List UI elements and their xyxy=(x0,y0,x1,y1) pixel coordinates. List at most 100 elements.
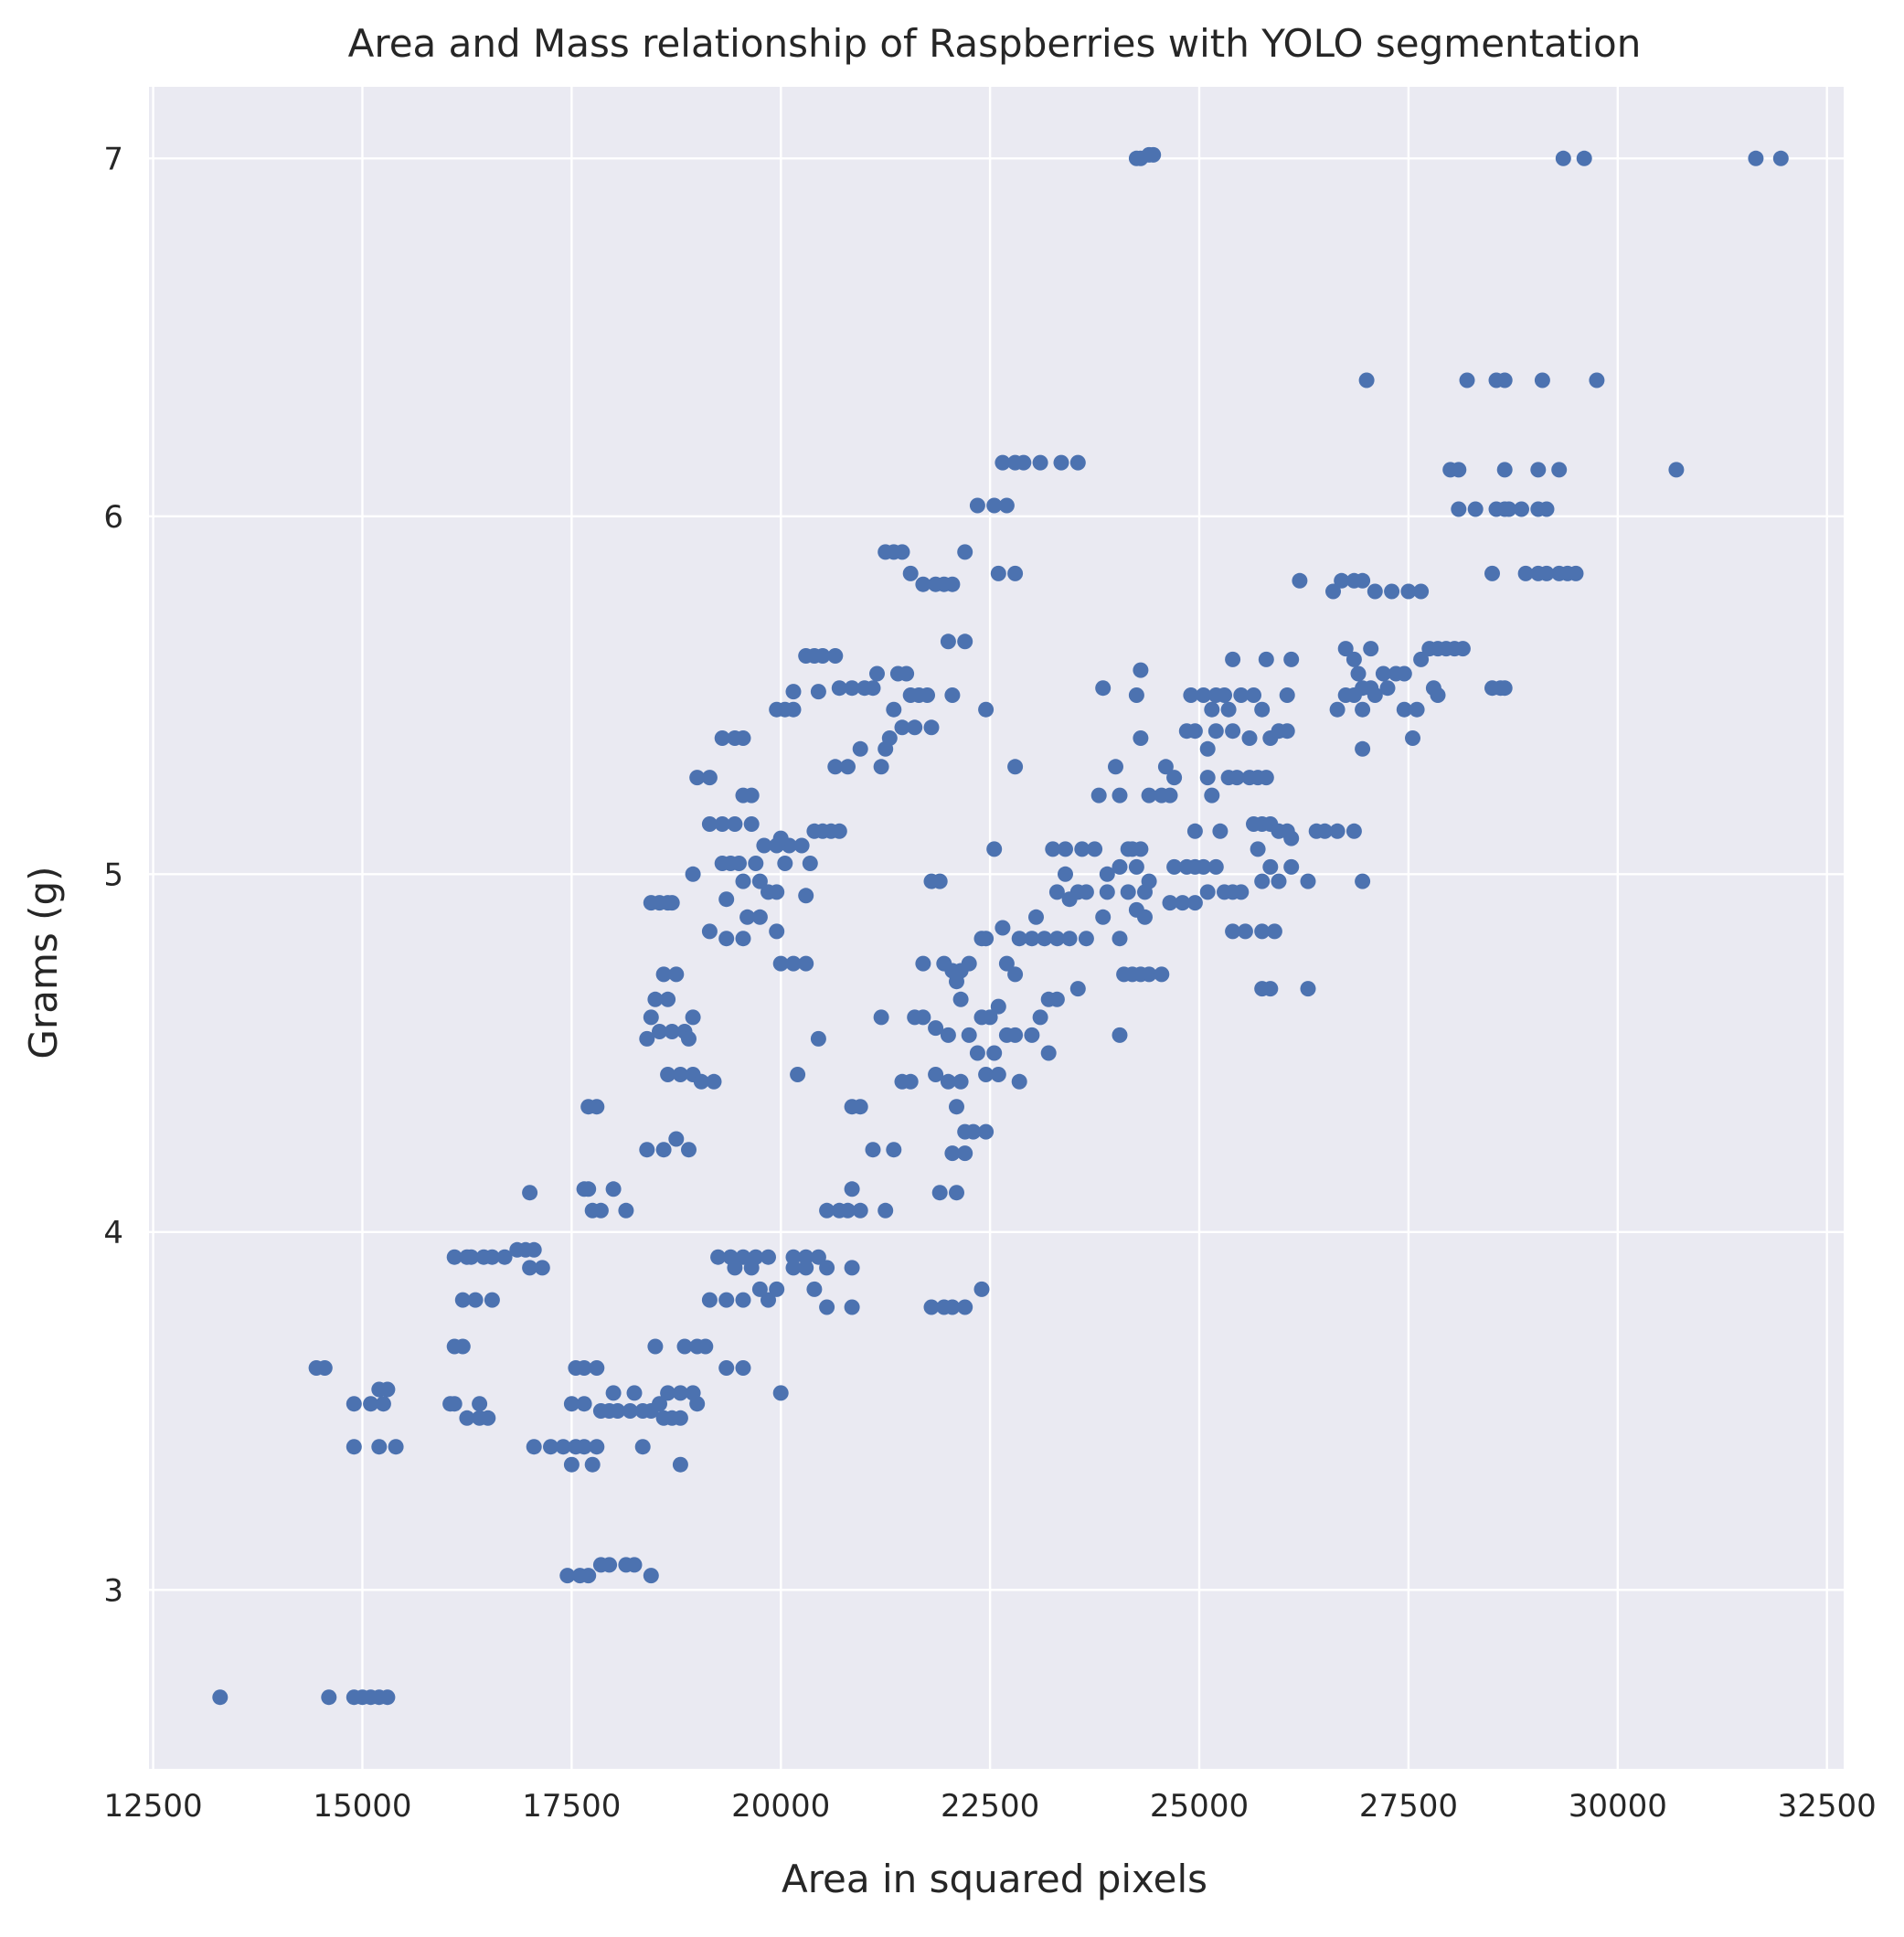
data-point xyxy=(865,680,881,697)
data-point xyxy=(743,816,760,832)
data-point xyxy=(1157,759,1174,775)
data-point xyxy=(1011,931,1027,947)
data-point xyxy=(1451,501,1467,517)
data-point xyxy=(756,837,772,854)
data-point xyxy=(522,1185,538,1201)
data-point xyxy=(831,823,847,839)
data-point xyxy=(1316,823,1333,839)
data-point xyxy=(605,1181,622,1197)
data-point xyxy=(1254,923,1271,940)
data-point xyxy=(852,1099,868,1115)
data-point xyxy=(844,1299,860,1315)
data-point xyxy=(1141,873,1157,889)
data-point xyxy=(986,841,1003,857)
data-point xyxy=(915,576,931,592)
data-point xyxy=(576,1396,592,1412)
data-point xyxy=(1496,372,1513,388)
data-point xyxy=(878,1202,894,1219)
data-point xyxy=(894,719,910,736)
data-point xyxy=(873,1009,889,1026)
data-point xyxy=(212,1689,229,1706)
data-point xyxy=(1011,1073,1027,1090)
data-point xyxy=(592,1202,609,1219)
data-point xyxy=(735,931,751,947)
data-point xyxy=(957,633,973,650)
data-point xyxy=(1396,665,1412,682)
data-point xyxy=(1133,841,1149,857)
data-point xyxy=(639,1142,655,1158)
y-tick-label: 7 xyxy=(103,141,123,177)
data-point xyxy=(693,1073,709,1090)
x-axis-label: Area in squared pixels xyxy=(782,1857,1207,1901)
data-point xyxy=(998,955,1015,972)
data-point xyxy=(928,1067,944,1082)
data-point xyxy=(1128,858,1144,875)
data-point xyxy=(1229,770,1245,786)
data-point xyxy=(810,1249,826,1265)
data-point xyxy=(944,576,961,592)
data-point xyxy=(819,1260,835,1276)
data-point xyxy=(827,648,844,664)
data-point xyxy=(672,1456,688,1473)
data-point xyxy=(601,1557,618,1573)
data-point xyxy=(634,1439,651,1455)
data-point xyxy=(1141,787,1157,804)
data-point xyxy=(969,1045,985,1061)
data-point xyxy=(920,687,935,703)
data-point xyxy=(685,1009,701,1026)
data-point xyxy=(1078,931,1094,947)
data-point xyxy=(584,1456,601,1473)
data-point xyxy=(1300,873,1316,889)
data-point xyxy=(990,998,1006,1015)
data-point xyxy=(931,1185,948,1201)
data-point xyxy=(1186,723,1203,740)
data-point xyxy=(446,1249,463,1265)
data-point xyxy=(1196,858,1212,875)
data-point xyxy=(735,730,751,746)
data-point xyxy=(605,1385,622,1401)
data-point xyxy=(1204,701,1220,718)
data-point xyxy=(1225,651,1241,667)
data-point xyxy=(952,991,969,1007)
data-point xyxy=(454,1292,471,1308)
data-point xyxy=(1199,770,1216,786)
data-point xyxy=(1589,372,1605,388)
data-point xyxy=(777,856,793,871)
data-point xyxy=(1668,462,1685,478)
data-point xyxy=(589,1439,605,1455)
data-point xyxy=(1204,787,1220,804)
data-point xyxy=(915,955,931,972)
data-point xyxy=(957,1299,973,1315)
data-point xyxy=(840,759,856,775)
data-points xyxy=(212,146,1789,1706)
data-point xyxy=(798,888,814,904)
data-point xyxy=(626,1557,643,1573)
data-point xyxy=(1237,923,1253,940)
y-tick-label: 3 xyxy=(103,1572,123,1609)
data-point xyxy=(840,1202,856,1219)
data-point xyxy=(701,770,718,786)
data-point xyxy=(321,1689,337,1706)
data-point xyxy=(379,1689,396,1706)
data-point xyxy=(751,873,768,889)
data-point xyxy=(1162,787,1178,804)
data-point xyxy=(1007,966,1024,983)
data-point xyxy=(961,955,977,972)
y-tick-label: 5 xyxy=(103,857,123,893)
data-point xyxy=(1413,651,1430,667)
data-point xyxy=(1207,723,1224,740)
data-point xyxy=(660,991,676,1007)
data-point xyxy=(1363,641,1379,657)
data-point xyxy=(580,1568,597,1584)
data-point xyxy=(496,1249,513,1265)
data-point xyxy=(1112,1027,1128,1043)
data-point xyxy=(814,648,831,664)
data-point xyxy=(1099,866,1115,882)
data-point xyxy=(655,966,672,983)
data-point xyxy=(735,1249,751,1265)
data-point xyxy=(1233,687,1250,703)
data-point xyxy=(1028,909,1044,925)
data-point xyxy=(743,787,760,804)
data-point xyxy=(1262,858,1279,875)
data-point xyxy=(1405,730,1420,746)
